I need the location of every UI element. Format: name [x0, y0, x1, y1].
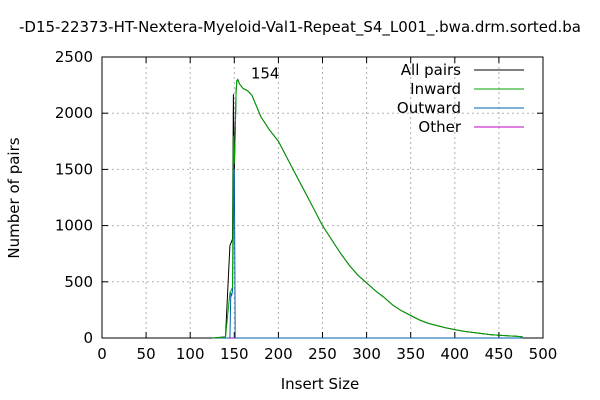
series-line-all-pairs	[212, 78, 523, 339]
grid	[102, 57, 543, 338]
x-axis-label: Insert Size	[281, 375, 360, 393]
x-tick-label: 500	[529, 345, 558, 363]
y-tick-label: 2000	[55, 104, 93, 122]
y-axis-label: Number of pairs	[5, 137, 23, 258]
series-line-outward	[212, 158, 523, 339]
x-tick-label: 350	[396, 345, 425, 363]
x-tick-label: 0	[97, 345, 107, 363]
y-tick-label: 1500	[55, 160, 93, 178]
legend-label: Outward	[397, 99, 461, 117]
x-tick-label: 450	[485, 345, 514, 363]
legend-label: Other	[418, 118, 461, 136]
y-tick-label: 2500	[55, 48, 93, 66]
x-tick-label: 50	[137, 345, 156, 363]
x-tick-label: 200	[264, 345, 293, 363]
x-tick-label: 150	[220, 345, 249, 363]
peak-annotation: 154	[251, 64, 280, 82]
y-tick-label: 500	[64, 273, 93, 291]
series-lines	[212, 78, 523, 339]
series-line-inward	[212, 78, 523, 339]
x-tick-label: 100	[176, 345, 205, 363]
legend-label: Inward	[410, 80, 461, 98]
x-tick-label: 300	[352, 345, 381, 363]
chart-title: -D15-22373-HT-Nextera-Myeloid-Val1-Repea…	[19, 18, 581, 37]
y-tick-label: 1000	[55, 217, 93, 235]
axis-ticks: 0 50 100 150 200 250 300 350 400 450 500 0 500 1000 15…	[55, 48, 558, 363]
x-tick-label: 250	[308, 345, 337, 363]
y-tick-label: 0	[83, 329, 93, 347]
legend-label: All pairs	[401, 61, 461, 79]
x-tick-label: 400	[440, 345, 469, 363]
